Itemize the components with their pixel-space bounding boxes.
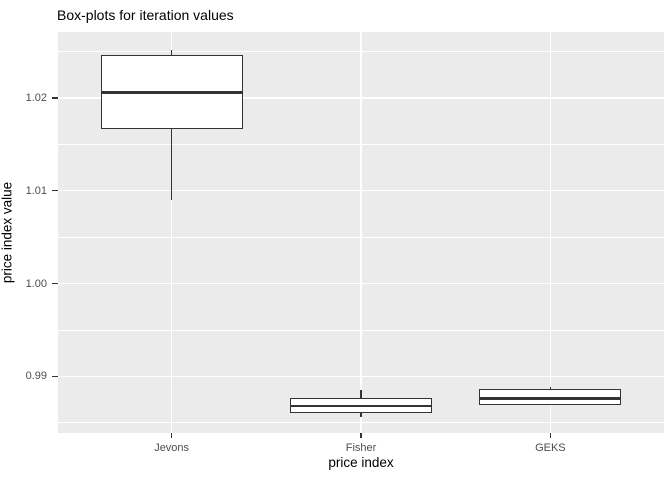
- box-geks: [479, 389, 622, 406]
- x-tick-mark: [170, 433, 173, 438]
- y-tick-mark: [52, 97, 58, 99]
- y-tick-label: 1.01: [25, 184, 47, 197]
- gridline-x-major: [549, 32, 552, 433]
- y-tick-mark: [52, 190, 58, 192]
- whisker-lower-fisher: [360, 412, 362, 418]
- gridline-x-major: [360, 32, 362, 433]
- whisker-upper-fisher: [360, 390, 362, 398]
- median-line-fisher: [289, 404, 433, 408]
- x-tick-label: Jevons: [154, 442, 190, 454]
- whisker-lower-jevons: [170, 128, 173, 200]
- x-tick-mark: [360, 433, 362, 438]
- y-tick-label: 1.02: [25, 91, 47, 104]
- median-line-jevons: [100, 91, 243, 94]
- x-tick-label: Fisher: [345, 442, 377, 454]
- y-tick-label: 1.00: [25, 277, 47, 290]
- x-axis-title: price index: [328, 455, 394, 470]
- x-tick-label: GEKS: [535, 442, 566, 454]
- whisker-upper-geks: [549, 386, 552, 390]
- whisker-upper-jevons: [170, 49, 173, 56]
- gridline-x-major: [170, 32, 173, 433]
- y-tick-mark: [52, 282, 58, 285]
- y-axis-title: price index value: [0, 181, 15, 284]
- y-tick-mark: [52, 375, 58, 378]
- x-tick-mark: [549, 433, 552, 438]
- plot-panel: [58, 32, 664, 433]
- median-line-geks: [479, 397, 622, 400]
- y-tick-label: 0.99: [25, 370, 47, 383]
- chart-title: Box-plots for iteration values: [57, 7, 234, 23]
